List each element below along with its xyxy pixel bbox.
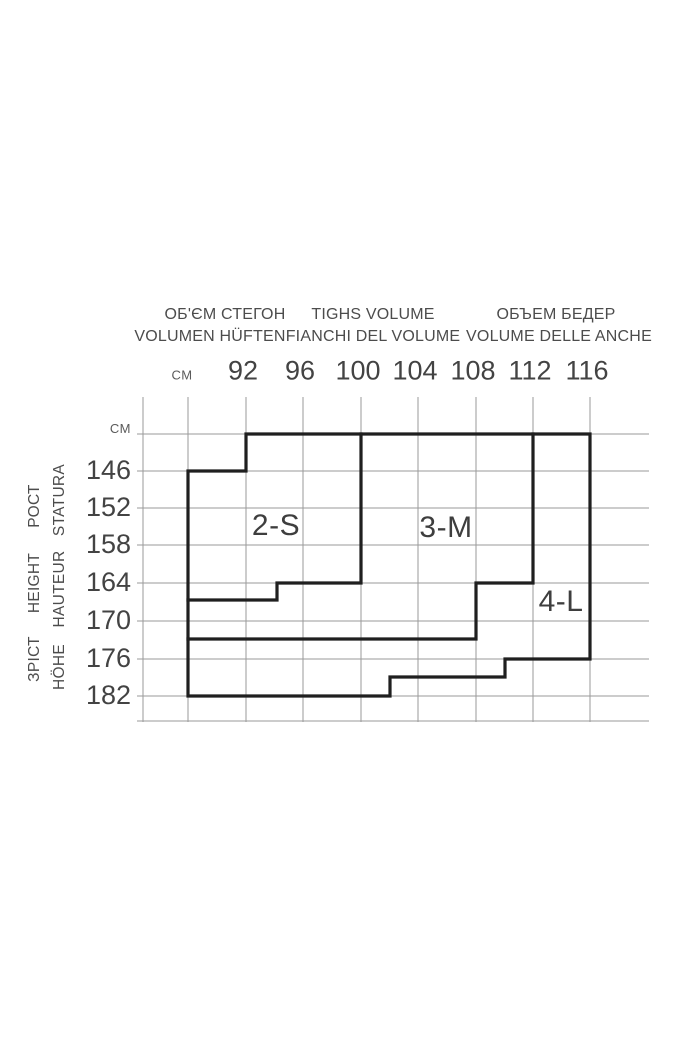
header-volume-it: FIANCHI DEL VOLUME: [285, 328, 461, 345]
y-tick-label: 164: [85, 566, 131, 597]
side-label-height-uk: ЗРІСТ: [26, 636, 43, 682]
y-tick-label: 176: [85, 642, 131, 673]
side-label-height-de: HÖHE: [51, 644, 68, 690]
y-tick-label: 146: [85, 454, 131, 485]
size-region-label-4l: 4-L: [538, 585, 584, 618]
header-volume-en: TIGHS VOLUME: [311, 306, 435, 323]
size-region-label-3m: 3-M: [419, 511, 473, 544]
side-label-height-ru: РОСТ: [26, 484, 43, 528]
side-label-height-en: HEIGHT: [26, 552, 43, 614]
header-volume-it2: VOLUME DELLE ANCHE: [466, 328, 652, 345]
x-tick-label: 104: [392, 355, 438, 386]
header-volume-de: VOLUMEN HÜFTEN: [134, 328, 286, 345]
size-region-label-2s: 2-S: [251, 509, 301, 542]
x-tick-label: 96: [284, 355, 316, 386]
header-volume-ru: ОБЪЕМ БЕДЕР: [496, 306, 616, 323]
x-tick-label: 92: [227, 355, 259, 386]
x-tick-label: 108: [450, 355, 496, 386]
x-tick-label: 116: [565, 355, 609, 386]
x-axis-unit: СМ: [171, 367, 193, 383]
y-axis-unit: СМ: [109, 421, 131, 437]
header-volume-uk: ОБ'ЄМ СТЕГОН: [164, 306, 286, 323]
side-label-height-fr: HAUTEUR: [51, 550, 68, 628]
y-tick-label: 152: [85, 491, 131, 522]
y-tick-label: 158: [85, 528, 131, 559]
side-label-height-it: STATURA: [51, 463, 68, 537]
y-tick-label: 170: [85, 604, 131, 635]
y-tick-label: 182: [85, 679, 131, 710]
x-tick-label: 112: [508, 355, 552, 386]
x-tick-label: 100: [335, 355, 381, 386]
